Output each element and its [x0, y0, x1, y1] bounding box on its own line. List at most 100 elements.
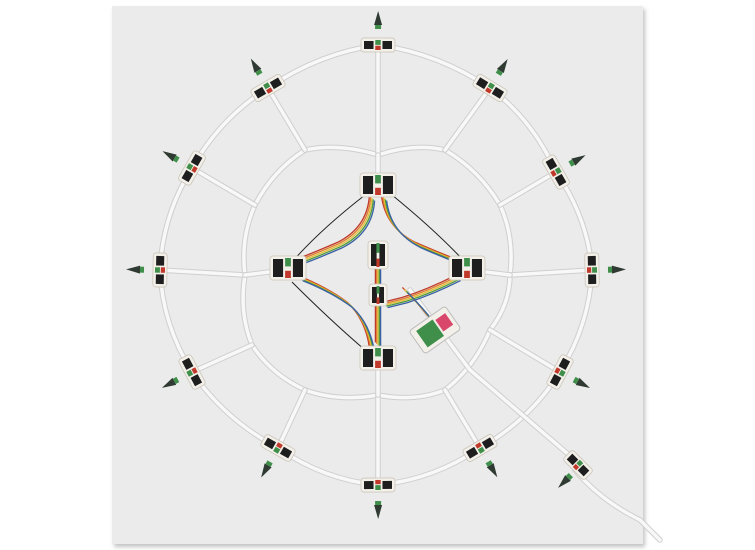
- outer-sensor-module: [584, 252, 600, 288]
- connector-block: [452, 259, 463, 277]
- connector-block: [363, 349, 374, 367]
- cone-base: [139, 266, 145, 273]
- cone-base: [485, 460, 493, 467]
- white-cable: [266, 86, 307, 152]
- cone-base: [495, 69, 503, 76]
- hub-module-right: [448, 255, 486, 281]
- led-dot: [276, 442, 283, 449]
- probe-tip: [250, 58, 263, 76]
- cone-tip: [161, 377, 177, 388]
- hub-module-bottom: [359, 345, 397, 371]
- connector-block: [549, 374, 562, 387]
- probe-tip: [572, 376, 590, 389]
- white-cable: [443, 328, 492, 392]
- ribbon-wire: [297, 197, 373, 263]
- center-lower-module: [368, 283, 388, 307]
- connector-block: [378, 287, 384, 303]
- connector-block: [566, 453, 579, 466]
- led-dot: [191, 367, 198, 375]
- led-dot: [464, 270, 470, 278]
- connector-block: [292, 259, 303, 277]
- connector-block: [379, 244, 385, 266]
- end-module: [563, 450, 593, 480]
- connector-block: [190, 153, 203, 167]
- pcb-strip: [263, 82, 271, 90]
- cone-base: [565, 473, 573, 481]
- ribbon-wire: [302, 279, 376, 353]
- white-cable: [241, 273, 254, 347]
- cone-tip: [162, 151, 177, 162]
- probe-tip: [607, 265, 626, 274]
- controller-board: [409, 306, 461, 354]
- white-cable: [190, 166, 257, 207]
- led-dot: [586, 267, 592, 273]
- cone-base: [568, 159, 575, 167]
- white-cable: [443, 388, 482, 450]
- white-cable: [376, 388, 447, 400]
- connector-block: [269, 77, 283, 90]
- cone-base: [172, 376, 180, 385]
- led-dot: [376, 297, 380, 304]
- cone-base: [173, 155, 180, 163]
- cone-base: [375, 500, 382, 506]
- outer-sensor-module: [360, 477, 396, 493]
- white-cable: [488, 273, 512, 332]
- white-cable: [276, 388, 307, 450]
- pcb-strip: [186, 369, 194, 377]
- white-cable: [488, 328, 562, 374]
- cone-tip: [374, 504, 383, 519]
- hub-module-top: [359, 172, 397, 198]
- outer-sensor-module: [542, 154, 570, 190]
- white-cable: [253, 148, 307, 207]
- cone-base: [265, 460, 273, 467]
- connector-block: [363, 481, 374, 490]
- led-dot: [550, 170, 557, 177]
- pcb-strip: [375, 39, 381, 45]
- pcb-strip: [558, 369, 566, 377]
- led-dot: [375, 187, 381, 195]
- hub-module-left: [269, 255, 307, 281]
- white-cable: [190, 343, 254, 374]
- cone-tip: [261, 463, 272, 478]
- white-cable: [242, 203, 257, 277]
- probe-tip: [485, 460, 498, 478]
- cone-tip: [250, 58, 262, 73]
- cone-tip: [575, 377, 590, 389]
- pcb-strip: [464, 258, 470, 267]
- white-cable: [303, 388, 380, 400]
- cone-tip: [558, 475, 571, 488]
- pcb-strip: [477, 446, 485, 454]
- module-layer: [126, 11, 626, 519]
- connector-block: [273, 259, 284, 277]
- probe-tip: [558, 473, 573, 488]
- connector-block: [465, 446, 479, 459]
- connector-block: [181, 169, 194, 183]
- cone-base: [572, 376, 580, 385]
- led-dot: [475, 442, 482, 449]
- cone-tip: [486, 463, 498, 478]
- white-cable: [443, 148, 502, 207]
- pcb-strip: [375, 348, 381, 357]
- connector-block: [558, 357, 571, 370]
- pcb-strip: [554, 167, 562, 175]
- connector-block: [190, 374, 203, 387]
- cone-tip: [374, 11, 383, 26]
- led-dot: [554, 367, 561, 375]
- led-dot: [375, 360, 381, 368]
- white-cable: [443, 86, 492, 152]
- connector-block: [279, 446, 293, 459]
- cone-base: [607, 266, 613, 273]
- connector-block: [363, 40, 374, 49]
- cone-tip: [126, 265, 141, 274]
- connector-block: [588, 274, 597, 285]
- connector-block: [554, 173, 567, 187]
- white-cable: [498, 170, 558, 207]
- led-dot: [376, 258, 380, 267]
- cone-base: [255, 69, 263, 76]
- outer-sensor-module: [546, 354, 574, 390]
- connector-block: [577, 464, 590, 477]
- connector-block: [372, 287, 378, 303]
- pcb-strip: [186, 163, 194, 171]
